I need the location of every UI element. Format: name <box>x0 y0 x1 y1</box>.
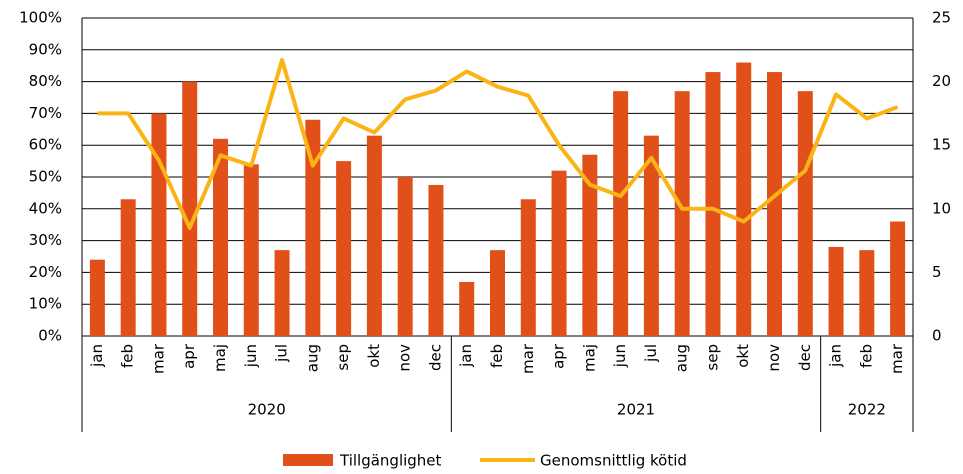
bar <box>366 135 382 336</box>
x-tick-label: feb <box>119 344 137 368</box>
group-label: 2021 <box>617 401 655 419</box>
bar <box>182 81 198 336</box>
bar <box>674 91 690 336</box>
bar <box>305 119 321 336</box>
bar <box>490 250 505 336</box>
x-tick-label: jan <box>827 344 845 368</box>
y-tick-label: 90% <box>29 40 62 58</box>
x-tick-label: mar <box>888 343 906 374</box>
bar <box>397 177 413 336</box>
y-tick-label: 100% <box>19 9 62 27</box>
y-tick-label: 60% <box>29 136 62 154</box>
x-tick-label: jan <box>88 344 106 368</box>
bar <box>336 161 352 336</box>
y-tick-label: 50% <box>29 168 62 186</box>
bar <box>213 138 228 336</box>
bar <box>89 259 105 336</box>
bar <box>736 62 752 337</box>
x-tick-label: dec <box>426 344 444 371</box>
x-tick-label: jul <box>273 344 291 363</box>
bar <box>520 199 536 336</box>
x-tick-label: okt <box>365 344 383 368</box>
bar <box>274 250 290 336</box>
x-tick-label: aug <box>303 344 321 372</box>
bar <box>890 221 906 336</box>
y2-tick-label: 15 <box>932 136 951 154</box>
y-tick-label: 20% <box>29 263 62 281</box>
x-tick-label: apr <box>180 343 198 369</box>
x-tick-label: jan <box>457 344 475 368</box>
y-tick-label: 10% <box>29 295 62 313</box>
bar <box>859 250 875 336</box>
y-tick-label: 70% <box>29 104 62 122</box>
x-tick-label: maj <box>211 344 229 372</box>
y2-tick-label: 10 <box>932 199 951 217</box>
x-tick-label: apr <box>550 343 568 369</box>
legend-label: Genomsnittlig kötid <box>540 452 687 470</box>
y-tick-label: 80% <box>29 72 62 90</box>
y2-tick-label: 0 <box>932 327 942 345</box>
bar <box>828 246 844 336</box>
y2-tick-label: 20 <box>932 72 951 90</box>
x-tick-label: mar <box>149 343 167 374</box>
bar <box>551 170 567 336</box>
legend-swatch <box>283 454 333 466</box>
x-tick-label: sep <box>703 344 721 371</box>
legend-label: Tillgänglighet <box>339 452 442 470</box>
x-tick-label: nov <box>396 344 414 372</box>
bar <box>643 135 659 336</box>
group-label: 2020 <box>248 401 286 419</box>
x-tick-label: jun <box>611 344 629 368</box>
bar <box>120 199 136 336</box>
y2-tick-label: 25 <box>932 9 951 27</box>
y-tick-label: 0% <box>38 327 62 345</box>
y-tick-label: 30% <box>29 231 62 249</box>
x-tick-label: sep <box>334 344 352 371</box>
bar <box>428 184 444 336</box>
x-tick-label: mar <box>519 343 537 374</box>
y2-tick-label: 5 <box>932 263 942 281</box>
x-tick-label: feb <box>488 344 506 368</box>
x-tick-label: feb <box>857 344 875 368</box>
group-label: 2022 <box>848 401 886 419</box>
bar <box>797 91 813 336</box>
bar <box>151 113 167 337</box>
x-tick-label: aug <box>673 344 691 372</box>
bar <box>705 72 721 336</box>
x-tick-label: maj <box>580 344 598 372</box>
bar <box>613 91 629 336</box>
line <box>97 57 899 230</box>
x-tick-label: dec <box>796 344 814 371</box>
x-tick-label: jun <box>242 344 260 368</box>
bar <box>459 281 475 336</box>
x-tick-label: jul <box>642 344 660 363</box>
y-tick-label: 40% <box>29 199 62 217</box>
bar <box>243 164 259 336</box>
bar <box>767 72 782 336</box>
x-tick-label: okt <box>734 344 752 368</box>
bar <box>582 154 598 336</box>
x-tick-label: nov <box>765 344 783 372</box>
